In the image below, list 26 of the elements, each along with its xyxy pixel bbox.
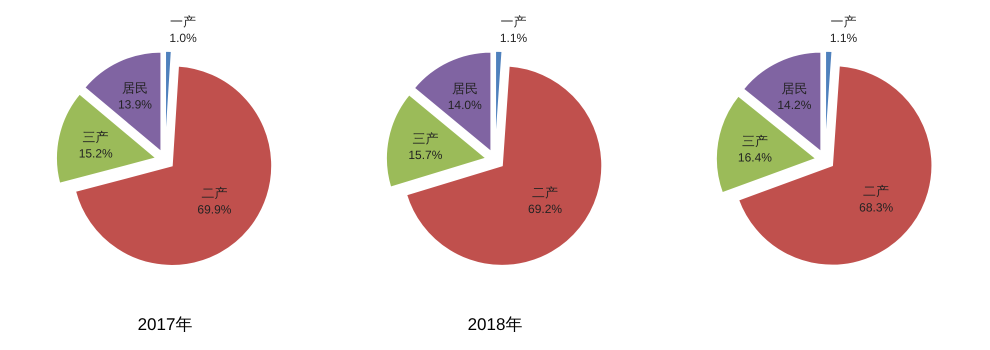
data-label: 69.2% bbox=[528, 202, 562, 216]
text: 2018年 bbox=[468, 315, 522, 334]
data-label: 13.9% bbox=[118, 98, 152, 112]
text: 2017年 bbox=[138, 315, 192, 334]
slice-label: 一产 bbox=[500, 14, 527, 30]
slice-label: 二产 bbox=[863, 183, 890, 198]
data-label: 69.9% bbox=[197, 202, 232, 217]
slice-label: 二产 bbox=[201, 186, 228, 201]
data-label: 14.0% bbox=[448, 98, 482, 112]
data-label: 15.7% bbox=[408, 148, 443, 162]
data-label: 1.1% bbox=[500, 31, 528, 46]
slice-label: 三产 bbox=[412, 131, 438, 146]
slice-label: 二产 bbox=[532, 184, 558, 200]
slice-label: 居民 bbox=[781, 80, 808, 96]
slice-label: 三产 bbox=[742, 133, 768, 148]
data-label: 1.0% bbox=[169, 31, 198, 46]
slice-label: 居民 bbox=[122, 80, 148, 96]
slice-label: 居民 bbox=[452, 80, 478, 96]
data-label: 1.1% bbox=[830, 31, 858, 46]
slice-label: 一产 bbox=[170, 14, 196, 30]
slice-label: 三产 bbox=[82, 130, 109, 145]
slice-label: 一产 bbox=[830, 14, 857, 30]
data-label: 16.4% bbox=[738, 150, 772, 164]
data-label: 15.2% bbox=[78, 146, 114, 161]
data-label: 14.2% bbox=[777, 98, 812, 112]
data-label: 68.3% bbox=[859, 200, 894, 214]
